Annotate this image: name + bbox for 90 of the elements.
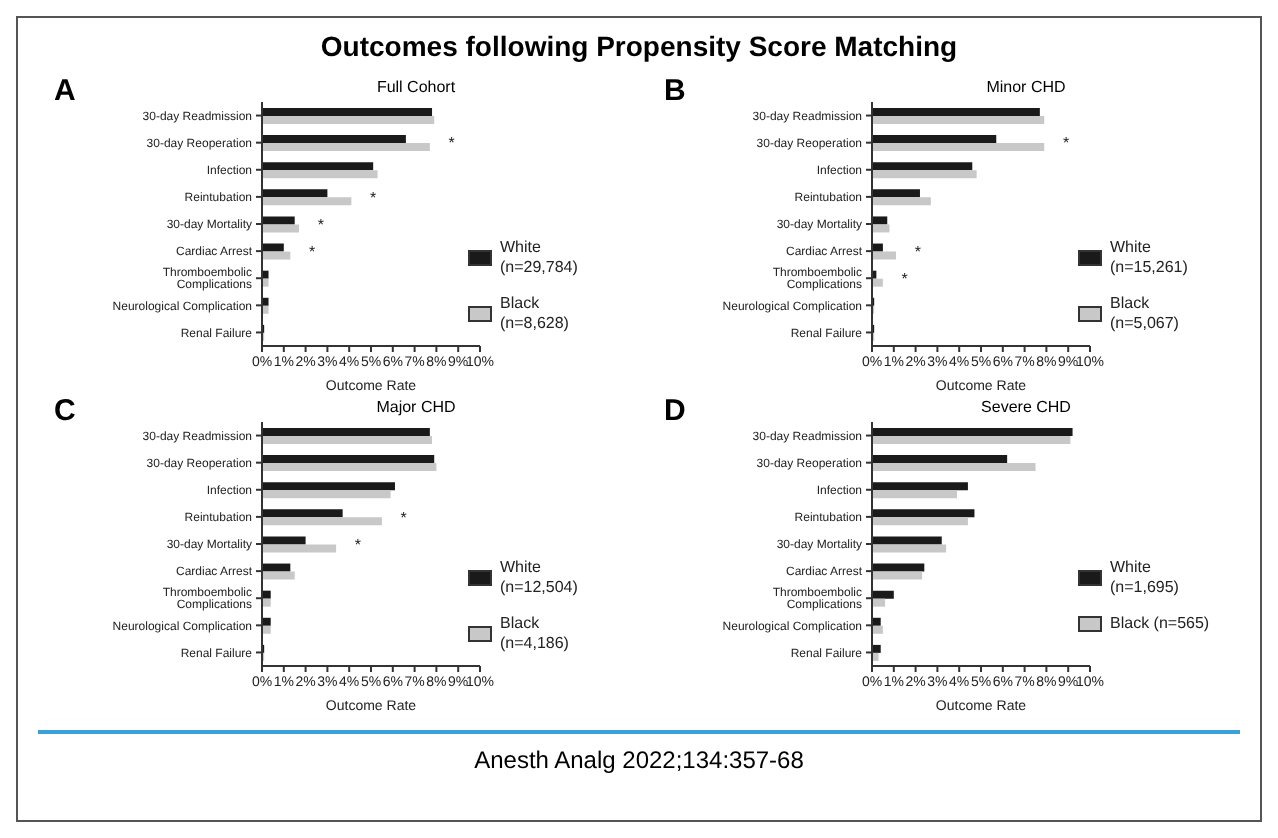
legend-label: Black (n=5,067) bbox=[1110, 294, 1181, 334]
bar bbox=[872, 563, 925, 572]
legend-label: White (n=12,504) bbox=[500, 558, 580, 598]
chart-title: Major CHD bbox=[374, 398, 458, 416]
bar bbox=[262, 571, 295, 580]
bar bbox=[872, 251, 896, 260]
bar bbox=[872, 116, 1045, 124]
bar bbox=[262, 482, 395, 491]
bar bbox=[872, 428, 1073, 436]
bar bbox=[872, 108, 1040, 116]
legend-label: White (n=15,261) bbox=[1110, 238, 1190, 278]
text: Anesth Analg 2022;134:357-68 bbox=[38, 730, 1240, 774]
annotation: * bbox=[400, 508, 407, 527]
chart-title: Severe CHD bbox=[979, 398, 1073, 416]
bar bbox=[872, 455, 1008, 464]
annotation: * bbox=[370, 188, 377, 207]
bar bbox=[872, 170, 977, 179]
bar bbox=[262, 617, 271, 626]
legend-label: White (n=1,695) bbox=[1110, 558, 1181, 598]
bar bbox=[872, 617, 881, 626]
bar bbox=[872, 482, 968, 491]
bar bbox=[262, 536, 306, 545]
legend-label: Black (n=8,628) bbox=[500, 294, 571, 334]
bar bbox=[262, 297, 269, 306]
text: B bbox=[664, 74, 686, 108]
bar bbox=[872, 197, 931, 206]
bar bbox=[872, 243, 883, 252]
bar bbox=[872, 590, 894, 599]
annotation: * bbox=[354, 535, 362, 554]
bar bbox=[872, 517, 968, 526]
text: C bbox=[54, 394, 76, 428]
bar bbox=[262, 428, 430, 436]
bar bbox=[872, 490, 958, 499]
bar bbox=[262, 563, 291, 572]
bar bbox=[262, 278, 269, 287]
bar bbox=[262, 251, 291, 260]
bar bbox=[872, 571, 923, 580]
bar bbox=[262, 243, 284, 252]
bar bbox=[872, 436, 1071, 444]
text: Outcomes following Propensity Score Matching bbox=[318, 30, 960, 66]
bar bbox=[262, 455, 435, 464]
bar bbox=[262, 544, 337, 553]
bar bbox=[872, 216, 888, 225]
bar bbox=[872, 625, 883, 634]
annotation: * bbox=[309, 242, 316, 261]
bar bbox=[262, 490, 391, 499]
bar bbox=[262, 224, 300, 233]
chart-title: Minor CHD bbox=[984, 78, 1068, 96]
annotation: * bbox=[901, 269, 908, 288]
bar bbox=[872, 598, 886, 607]
annotation: * bbox=[448, 134, 455, 153]
bar bbox=[872, 278, 883, 287]
bar bbox=[262, 116, 435, 124]
bar bbox=[872, 143, 1045, 152]
bar bbox=[872, 536, 942, 545]
bar bbox=[872, 224, 890, 233]
text: A bbox=[54, 74, 76, 108]
bar bbox=[262, 305, 269, 314]
bar bbox=[262, 197, 352, 206]
bar bbox=[262, 143, 430, 152]
bar bbox=[262, 162, 374, 171]
text: D bbox=[664, 394, 686, 428]
legend-label: White (n=29,784) bbox=[500, 238, 580, 278]
annotation: * bbox=[914, 242, 921, 261]
bar bbox=[262, 170, 378, 179]
annotation: * bbox=[317, 215, 325, 234]
bar bbox=[872, 644, 881, 653]
bar bbox=[262, 189, 328, 198]
annotation: * bbox=[1062, 134, 1070, 153]
bar bbox=[262, 598, 271, 607]
bar bbox=[262, 463, 437, 472]
bar bbox=[872, 509, 975, 518]
bar bbox=[262, 135, 406, 144]
bar bbox=[872, 135, 997, 144]
bar bbox=[262, 436, 433, 444]
bar bbox=[262, 517, 382, 526]
bar bbox=[872, 189, 920, 198]
bar bbox=[262, 270, 269, 279]
bar bbox=[262, 216, 295, 225]
legend-label: Black (n=565) bbox=[1110, 614, 1210, 634]
bar bbox=[872, 652, 879, 661]
bar bbox=[872, 463, 1036, 472]
bar bbox=[262, 590, 271, 599]
bar bbox=[872, 162, 973, 171]
bar bbox=[262, 625, 271, 634]
bar bbox=[262, 108, 433, 116]
bar bbox=[262, 509, 343, 518]
chart-title: Full Cohort bbox=[374, 78, 458, 96]
legend-label: Black (n=4,186) bbox=[500, 614, 571, 654]
bar bbox=[872, 544, 947, 553]
